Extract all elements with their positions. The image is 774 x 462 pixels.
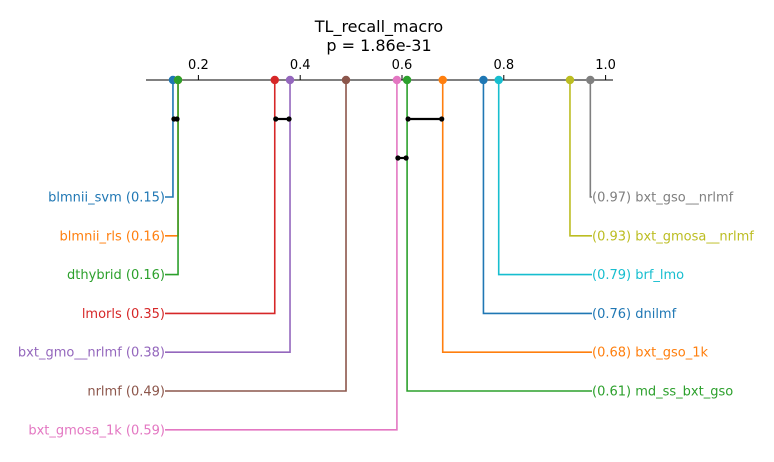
- method-connectors: [165, 80, 592, 431]
- clique-end: [273, 116, 279, 122]
- method-label-blmnii-svm: blmnii_svm (0.15): [48, 191, 165, 206]
- connector-bxt-gmosa-nrlmf: [569, 80, 592, 237]
- connector-dthybrid: [165, 80, 179, 276]
- method-label-blmnii-rls: blmnii_rls (0.16): [60, 229, 165, 244]
- clique-end: [405, 116, 411, 122]
- axis-markers: [168, 75, 595, 85]
- connector-lmorls: [165, 80, 276, 315]
- connector-md-ss-bxt-gso: [406, 80, 592, 392]
- method-label-lmorls: lmorls (0.35): [82, 307, 165, 322]
- marker-bxt-gso-1k: [438, 75, 447, 85]
- clique-end: [439, 116, 445, 122]
- method-labels: blmnii_svm (0.15) blmnii_rls (0.16) dthybr…: [18, 191, 754, 439]
- marker-lmorls: [270, 75, 279, 85]
- marker-bxt-gso-nrlmf: [586, 75, 595, 85]
- method-label-bxt-gmosa-1k: bxt_gmosa_1k (0.59): [28, 423, 165, 438]
- marker-nrlmf: [341, 75, 351, 85]
- marker-md-ss-bxt-gso: [402, 75, 412, 85]
- axis-tick-label: 0.6: [392, 58, 413, 73]
- connector-dnilmf: [482, 80, 592, 315]
- marker-dnilmf: [479, 75, 488, 85]
- chart-subtitle: p = 1.86e-31: [326, 36, 431, 55]
- method-label-brf-lmo: (0.79) brf_lmo: [592, 268, 684, 283]
- connector-blmnii-svm: [165, 80, 174, 198]
- marker-brf-lmo: [494, 75, 503, 85]
- marker-bxt-gmosa-1k: [392, 75, 402, 85]
- method-label-bxt-gmo-nrlmf: bxt_gmo__nrlmf (0.38): [18, 346, 165, 361]
- clique-end: [395, 155, 401, 161]
- clique-bars: [171, 116, 445, 161]
- connector-bxt-gso-nrlmf: [589, 80, 592, 198]
- axis-tick-label: 0.8: [493, 58, 514, 73]
- connector-bxt-gmo-nrlmf: [165, 80, 291, 354]
- method-label-nrlmf: nrlmf (0.49): [87, 385, 165, 400]
- chart-title: TL_recall_macro: [314, 17, 443, 37]
- axis-tick-label: 0.2: [188, 58, 209, 73]
- clique-end: [286, 116, 292, 122]
- clique-end: [174, 116, 180, 122]
- axis-tick-label: 1.0: [595, 58, 616, 73]
- method-label-md-ss-bxt-gso: (0.61) md_ss_bxt_gso: [592, 385, 733, 400]
- method-label-dthybrid: dthybrid (0.16): [67, 268, 165, 283]
- method-label-bxt-gso-1k: (0.68) bxt_gso_1k: [592, 346, 709, 361]
- marker-bxt-gmo-nrlmf: [285, 75, 295, 85]
- connector-blmnii-rls: [165, 80, 179, 237]
- method-label-bxt-gso-nrlmf: (0.97) bxt_gso__nrlmf: [592, 191, 734, 206]
- marker-bxt-gmosa-nrlmf: [565, 75, 575, 85]
- connector-bxt-gmosa-1k: [165, 80, 398, 431]
- marker-dthybrid: [173, 75, 183, 85]
- connector-brf-lmo: [497, 80, 592, 276]
- connector-nrlmf: [165, 80, 347, 392]
- method-label-bxt-gmosa-nrlmf: (0.93) bxt_gmosa__nrlmf: [592, 229, 754, 244]
- clique-end: [403, 155, 409, 161]
- connector-bxt-gso-1k: [441, 80, 592, 354]
- rank-axis: 0.2 0.4 0.6 0.8 1.0: [146, 58, 616, 81]
- axis-tick-label: 0.4: [290, 58, 311, 73]
- method-label-dnilmf: (0.76) dnilmf: [592, 307, 677, 322]
